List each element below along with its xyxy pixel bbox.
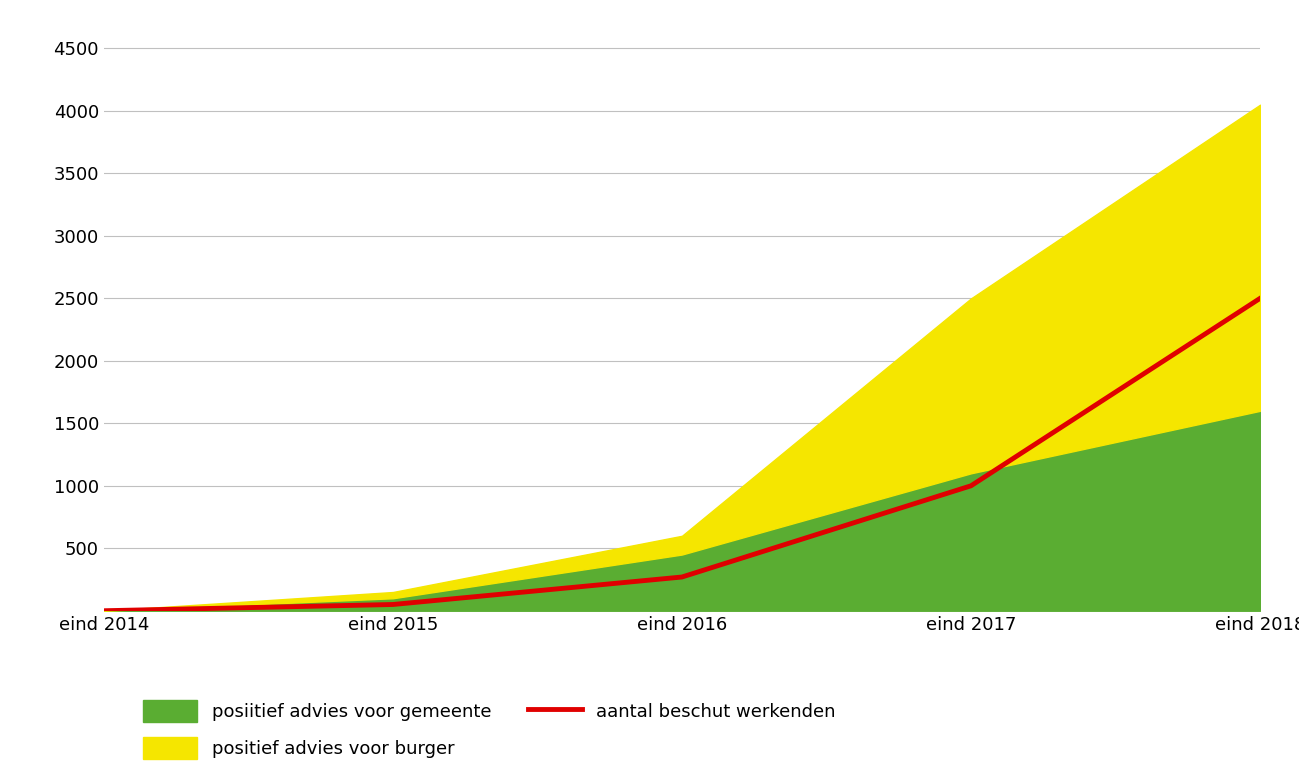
Legend: posiitief advies voor gemeente, positief advies voor burger, aantal beschut werk: posiitief advies voor gemeente, positief… [136,693,843,766]
